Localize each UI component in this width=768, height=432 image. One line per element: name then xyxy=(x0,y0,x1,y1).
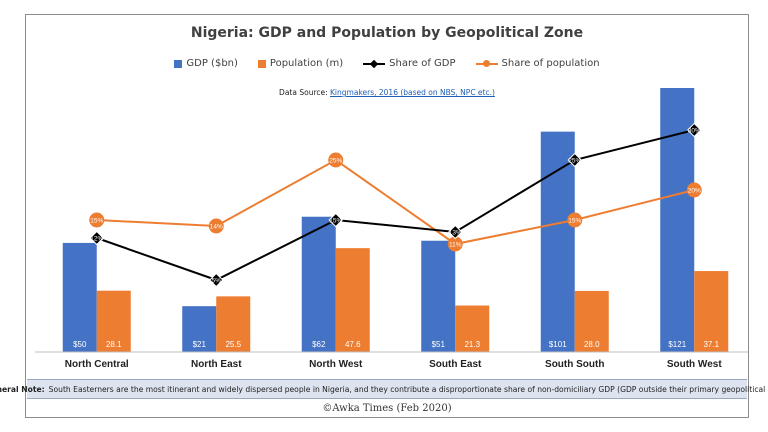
gdp-value-label: $101 xyxy=(549,340,567,349)
share-of-population-label: 15% xyxy=(568,217,581,224)
population-value-label: 28.0 xyxy=(584,340,600,349)
population-value-label: 21.3 xyxy=(464,340,480,349)
share-of-gdp-point xyxy=(567,152,582,168)
share-of-gdp-line xyxy=(96,129,695,282)
legend-item-4: Share of population xyxy=(475,58,600,69)
legend-label: Share of GDP xyxy=(389,58,456,69)
gdp-bar xyxy=(182,306,217,352)
share-of-population-line xyxy=(96,158,695,246)
share-of-gdp-label: 13% xyxy=(449,229,462,236)
share-of-gdp-label: 5% xyxy=(212,277,222,284)
legend-item-3: Share of GDP xyxy=(363,58,456,69)
x-axis-label: South West xyxy=(667,359,722,370)
share-of-population-point xyxy=(208,218,224,234)
chart-plot: $50 28.1 North Central $21 25.5 North East $62… xyxy=(35,88,748,370)
share-of-gdp-point xyxy=(328,212,343,228)
data-source-link[interactable]: Kingmakers, 2016 (based on NBS, NPC etc.… xyxy=(330,88,495,97)
share-of-population-label: 25% xyxy=(329,157,342,164)
share-of-population-point xyxy=(686,182,702,198)
data-source-label: Data Source: xyxy=(279,88,328,97)
population-bar xyxy=(216,296,251,352)
population-value-label: 47.6 xyxy=(345,340,361,349)
share-of-population-label: 20% xyxy=(688,187,701,194)
population-bar xyxy=(96,290,131,352)
share-of-gdp-label: 30% xyxy=(688,127,701,134)
share-of-gdp-point xyxy=(448,224,463,240)
population-value-label: 37.1 xyxy=(703,340,719,349)
gdp-value-label: $50 xyxy=(73,340,87,349)
gdp-value-label: $121 xyxy=(668,340,686,349)
chart-title: Nigeria: GDP and Population by Geopoliti… xyxy=(190,25,584,41)
legend-swatch xyxy=(174,59,183,68)
gdp-value-label: $51 xyxy=(432,340,446,349)
share-of-population-point xyxy=(447,236,463,252)
gdp-bar xyxy=(62,242,97,352)
legend-swatch xyxy=(363,59,386,69)
share-of-gdp-label: 25% xyxy=(568,157,581,164)
share-of-population-point xyxy=(328,152,344,168)
legend-swatch xyxy=(475,59,498,69)
general-note: General Note: South Easterners are the m… xyxy=(0,379,768,399)
population-value-label: 28.1 xyxy=(106,340,122,349)
share-of-gdp-point xyxy=(687,122,702,138)
legend-label: Share of population xyxy=(501,58,600,69)
gdp-bar xyxy=(301,216,336,352)
x-axis-label: South East xyxy=(429,359,482,370)
share-of-population-point xyxy=(89,212,105,228)
share-of-gdp-label: 12% xyxy=(90,235,103,242)
x-axis-label: North Central xyxy=(65,359,129,370)
population-bar xyxy=(455,305,490,352)
x-axis-label: South South xyxy=(545,359,604,370)
gdp-value-label: $62 xyxy=(312,340,326,349)
share-of-population-point xyxy=(567,212,583,228)
share-of-gdp-point xyxy=(89,230,104,246)
share-of-gdp-point xyxy=(209,272,224,288)
gdp-bar xyxy=(421,240,456,352)
x-axis-label: North West xyxy=(309,359,363,370)
legend-label: GDP ($bn) xyxy=(186,58,238,69)
data-source: Data Source: Kingmakers, 2016 (based on … xyxy=(26,88,748,97)
gdp-bar xyxy=(540,131,575,352)
share-of-gdp-label: 15% xyxy=(329,217,342,224)
share-of-population-label: 14% xyxy=(210,223,223,230)
chart-frame: Nigeria: GDP and Population by Geopoliti… xyxy=(0,14,768,418)
legend-item-2: Population (m) xyxy=(257,58,344,69)
legend-swatch xyxy=(257,59,266,68)
share-of-population-label: 11% xyxy=(449,241,462,248)
general-note-text: South Easterners are the most itinerant … xyxy=(48,384,768,394)
population-value-label: 25.5 xyxy=(225,340,241,349)
share-of-population-label: 15% xyxy=(90,217,103,224)
legend-label: Population (m) xyxy=(269,58,344,69)
general-note-label: General Note: xyxy=(0,384,45,394)
x-axis-label: North East xyxy=(191,359,242,370)
copyright: ©Awka Times (Feb 2020) xyxy=(322,403,452,414)
gdp-value-label: $21 xyxy=(193,340,207,349)
population-bar xyxy=(694,271,729,352)
chart-legend: GDP ($bn) Population (m) Share of GDP Share… xyxy=(26,58,748,69)
legend-item-1: GDP ($bn) xyxy=(174,58,238,69)
population-bar xyxy=(574,290,609,352)
population-bar xyxy=(335,248,370,352)
